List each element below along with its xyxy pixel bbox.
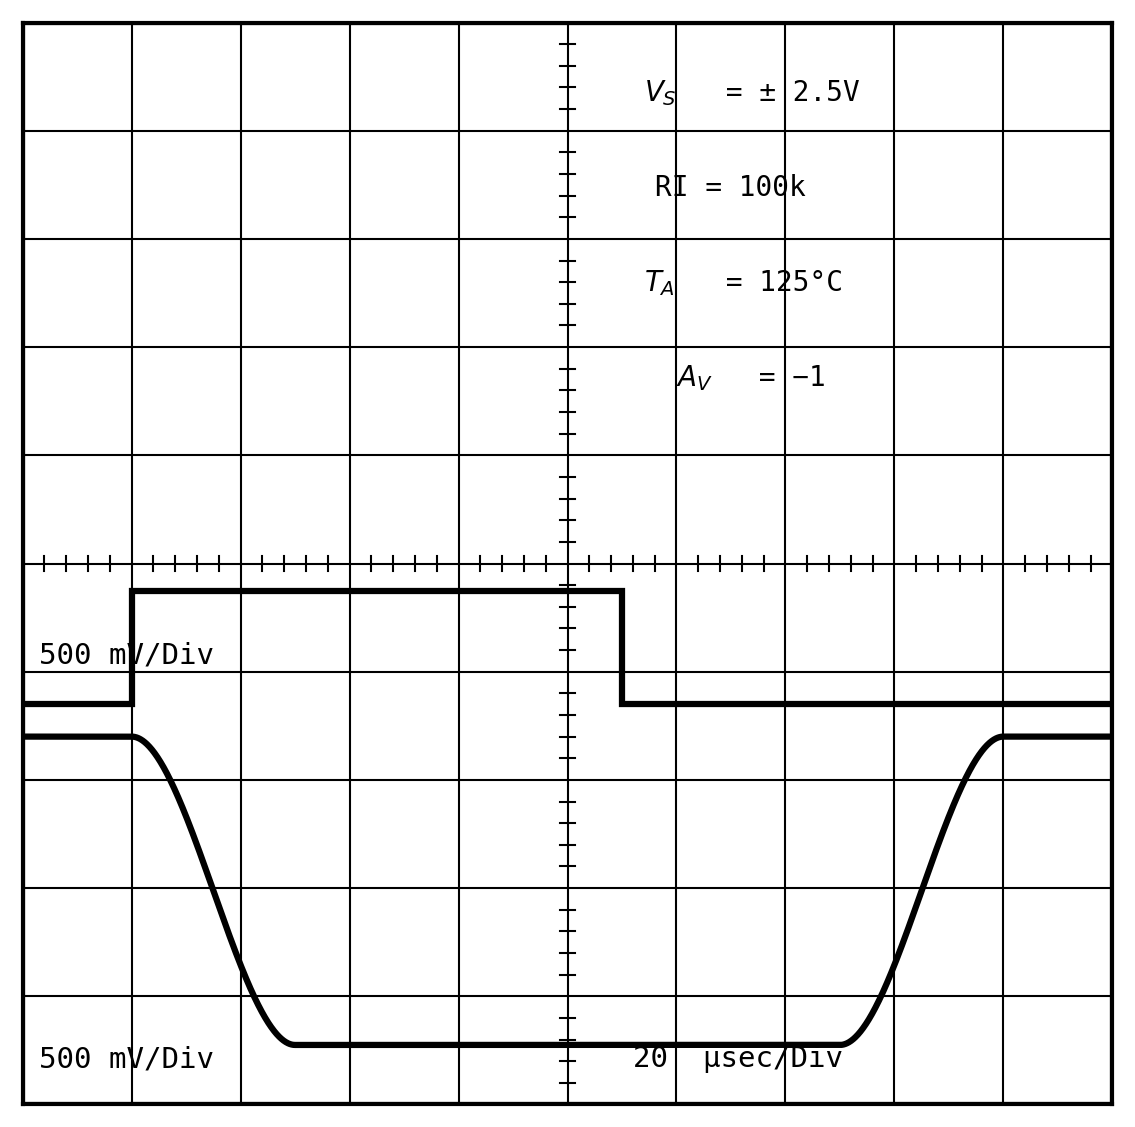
Text: = −1: = −1 [742, 364, 825, 392]
Text: = ± 2.5V: = ± 2.5V [709, 79, 860, 107]
Text: 500 mV/Div: 500 mV/Div [39, 1045, 215, 1073]
Text: $A_V$: $A_V$ [676, 364, 714, 393]
Text: $T_A$: $T_A$ [644, 268, 674, 299]
Text: 20  μsec/Div: 20 μsec/Div [633, 1045, 843, 1073]
Text: RI = 100k: RI = 100k [655, 174, 806, 202]
Text: = 125°C: = 125°C [709, 269, 843, 298]
Text: $V_S$: $V_S$ [644, 78, 676, 108]
Text: 500 mV/Div: 500 mV/Div [39, 641, 215, 669]
